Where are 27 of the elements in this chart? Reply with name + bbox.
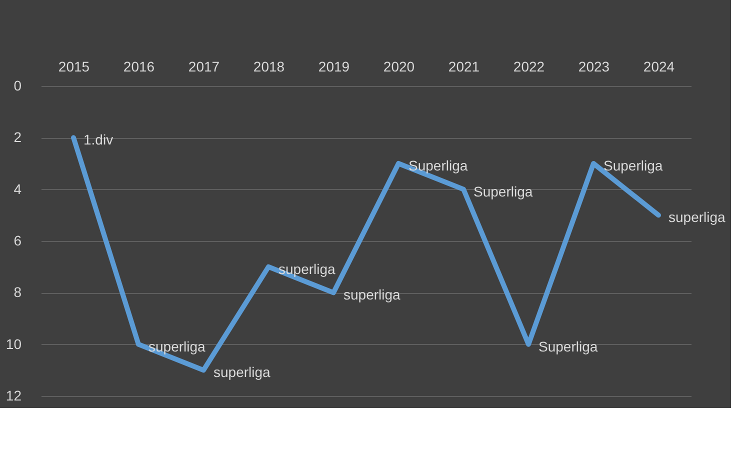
y-tick-label: 10: [6, 336, 22, 352]
y-tick-label: 6: [14, 232, 22, 248]
annotation: Superliga: [604, 158, 663, 174]
x-tick-label: 2020: [383, 58, 415, 74]
x-tick-label: 2018: [253, 58, 285, 74]
x-tick-label: 2015: [58, 58, 90, 74]
y-tick-label: 4: [14, 180, 22, 197]
annotation: Superliga: [538, 338, 598, 354]
annotation: Superliga: [408, 158, 468, 174]
y-tick-label: 12: [6, 388, 22, 404]
x-tick-label: 2024: [643, 58, 675, 74]
y-tick-label: 8: [14, 284, 22, 300]
annotation: superliga: [668, 209, 726, 226]
x-tick-label: 2021: [448, 58, 480, 74]
annotation: superliga: [344, 286, 401, 303]
x-tick-label: 2023: [578, 58, 610, 74]
x-tick-label: 2016: [123, 58, 155, 74]
annotation: Superliga: [474, 183, 533, 200]
annotation: 1.div: [84, 132, 114, 148]
x-tick-label: 2017: [188, 58, 220, 74]
y-tick-label: 2: [14, 129, 22, 146]
annotation: superliga: [148, 338, 206, 354]
y-tick-label: 0: [14, 78, 22, 94]
annotation: superliga: [214, 364, 271, 380]
x-tick-label: 2022: [513, 58, 545, 74]
x-tick-label: 2019: [318, 58, 350, 74]
annotation: superliga: [278, 260, 336, 277]
